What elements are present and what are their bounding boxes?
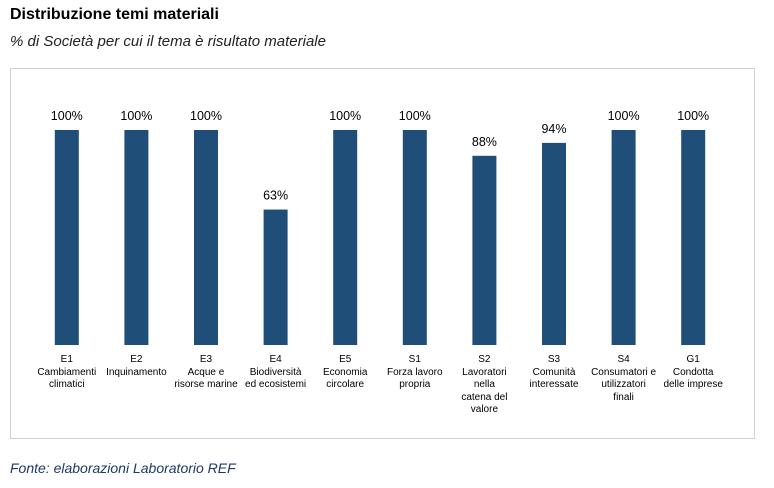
x-tick-label: E3 Acque e risorse marine [174, 354, 238, 390]
bar [542, 142, 566, 345]
bar [124, 130, 149, 345]
value-label: 100% [608, 109, 640, 123]
value-label: 100% [51, 109, 83, 123]
value-label: 100% [399, 109, 431, 123]
chart-subtitle: % di Società per cui il tema è risultato… [10, 33, 326, 50]
value-label: 94% [541, 122, 566, 136]
bar [402, 130, 427, 345]
value-label: 100% [329, 109, 361, 123]
value-label: 100% [190, 109, 222, 123]
x-tick-label: S1 Forza lavoro propria [387, 354, 443, 390]
x-tick-label: S2 Lavoratori nella catena del valore [461, 354, 508, 415]
chart-source: Fonte: elaborazioni Laboratorio REF [10, 460, 236, 476]
x-tick-label: S4 Consumatori e utilizzatori finali [591, 354, 657, 403]
x-tick-label: E5 Economia circolare [322, 354, 368, 390]
bar [194, 130, 218, 345]
value-label: 100% [120, 109, 152, 123]
bar [333, 130, 358, 345]
x-tick-label: S3 Comunità interessate [529, 354, 579, 390]
bar [611, 130, 636, 345]
x-tick-label: G1 Condotta delle imprese [663, 354, 723, 390]
x-tick-label: E2 Inquinamento [106, 354, 167, 378]
chart-frame [10, 68, 755, 439]
chart-title: Distribuzione temi materiali [10, 6, 219, 23]
value-label: 63% [263, 189, 288, 203]
bar [54, 130, 79, 345]
value-label: 88% [472, 135, 497, 149]
x-tick-label: E1 Cambiamenti climatici [37, 354, 97, 390]
x-tick-label: E4 Biodiversità ed ecosistemi [245, 354, 307, 390]
bar [263, 209, 288, 345]
bar [472, 155, 497, 345]
value-label: 100% [677, 109, 709, 123]
bar [681, 130, 706, 345]
